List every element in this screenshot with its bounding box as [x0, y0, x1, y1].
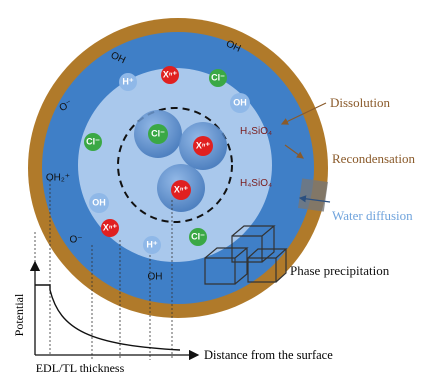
surface-group: OH₂⁺ — [46, 173, 70, 184]
process-label: Water diffusion — [332, 208, 413, 223]
species-label: H₄SiO₄ — [240, 126, 272, 137]
ion-label: Cl⁻ — [86, 136, 100, 146]
ion-label: Xⁿ⁺ — [103, 222, 118, 232]
ion-label: H⁺ — [146, 239, 157, 249]
ion-label: OH — [233, 97, 247, 107]
ion-label: Xⁿ⁺ — [163, 69, 178, 79]
diagram: H⁺ Xⁿ⁺ Cl⁻ OH Cl⁻ Xⁿ⁺ Xⁿ⁺ Cl⁻ OH Xⁿ⁺ H⁺ … — [0, 0, 440, 376]
process-label: Phase precipitation — [290, 263, 390, 278]
ion-label: Xⁿ⁺ — [174, 184, 189, 194]
ion-label: OH — [92, 197, 106, 207]
ion-label: Cl⁻ — [191, 231, 205, 241]
thickness-label: EDL/TL thickness — [36, 361, 125, 375]
ion-label: Xⁿ⁺ — [196, 140, 211, 150]
plot-y-label: Potential — [12, 293, 26, 336]
species-label: H₄SiO₄ — [240, 178, 272, 189]
ion-label: Cl⁻ — [151, 128, 165, 138]
process-label: Dissolution — [330, 95, 390, 110]
ion-label: H⁺ — [122, 76, 133, 86]
surface-group: O⁻ — [69, 235, 82, 246]
diffusion-zone — [298, 178, 328, 211]
process-label: Recondensation — [332, 151, 416, 166]
ion-label: Cl⁻ — [211, 72, 225, 82]
plot-x-label: Distance from the surface — [204, 348, 333, 362]
